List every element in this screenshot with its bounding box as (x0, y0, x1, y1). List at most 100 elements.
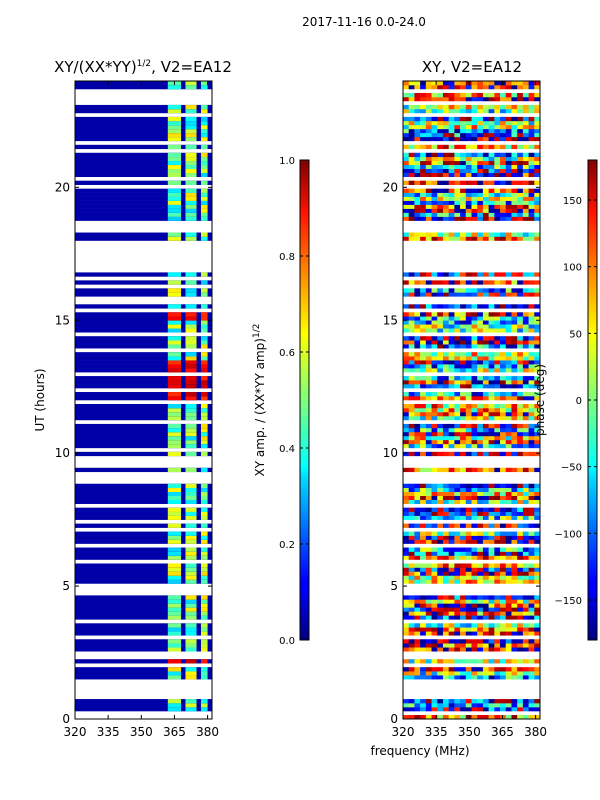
heatmap-cell (505, 168, 512, 174)
heatmap-cell (448, 599, 455, 604)
heatmap-cell (482, 443, 489, 449)
heatmap-cell (511, 81, 518, 86)
heatmap-cell (185, 152, 197, 158)
heatmap-cell (505, 535, 512, 540)
heatmap-row (75, 499, 212, 504)
heatmap-cell (488, 595, 495, 600)
heatmap-cell (482, 172, 489, 177)
heatmap-cell (477, 316, 484, 321)
heatmap-cell (511, 312, 518, 317)
heatmap-cell (454, 132, 461, 138)
heatmap-cell (200, 216, 208, 221)
heatmap-cell (448, 483, 455, 489)
heatmap-cell (448, 104, 455, 110)
heatmap-cell (477, 328, 484, 333)
heatmap-cell (420, 328, 427, 333)
heatmap-cell (482, 423, 489, 429)
heatmap-cell (522, 180, 529, 185)
heatmap-cell (403, 328, 410, 333)
heatmap-cell (460, 491, 467, 496)
heatmap-cell (403, 515, 410, 520)
heatmap-cell (408, 392, 415, 397)
heatmap-cell (431, 132, 438, 138)
heatmap-cell (437, 312, 444, 317)
heatmap-cell (505, 304, 512, 309)
heatmap-cell (403, 92, 410, 98)
heatmap-cell (448, 707, 455, 712)
heatmap-row (75, 352, 212, 357)
heatmap-cell (408, 120, 415, 126)
heatmap-cell (517, 156, 524, 162)
heatmap-cell (200, 483, 208, 489)
heatmap-cell (517, 607, 524, 612)
heatmap-cell (420, 160, 427, 166)
heatmap-cell (471, 535, 478, 540)
heatmap-cell (500, 667, 507, 672)
heatmap-cell (420, 623, 427, 628)
heatmap-cell (511, 423, 518, 429)
heatmap-cell (167, 647, 182, 652)
heatmap-cell (425, 144, 432, 150)
heatmap-cell (200, 392, 208, 397)
heatmap-cell (448, 659, 455, 664)
heatmap-cell (477, 312, 484, 317)
heatmap-cell (465, 511, 472, 516)
heatmap-cell (465, 671, 472, 676)
heatmap-cell (420, 407, 427, 413)
heatmap-cell (522, 699, 529, 704)
heatmap-cell (505, 551, 512, 556)
heatmap-cell (528, 136, 535, 142)
heatmap-cell (534, 124, 540, 130)
heatmap-cell (431, 607, 438, 612)
heatmap-cell (465, 320, 472, 325)
heatmap-cell (454, 304, 461, 309)
heatmap-cell (425, 360, 432, 365)
heatmap-cell (488, 232, 495, 237)
heatmap-cell (408, 523, 415, 528)
heatmap-cell (482, 356, 489, 361)
heatmap-cell (200, 380, 208, 385)
heatmap-cell (425, 376, 432, 381)
heatmap-cell (442, 368, 449, 373)
heatmap-cell (454, 108, 461, 114)
y-tick-label: 5 (62, 579, 70, 593)
heatmap-cell (448, 623, 455, 628)
heatmap-cell (528, 603, 535, 608)
heatmap-cell (200, 707, 208, 712)
heatmap-cell (185, 611, 197, 616)
heatmap-cell (431, 599, 438, 604)
heatmap-cell (494, 539, 501, 544)
heatmap-cell (200, 535, 208, 540)
heatmap-cell (482, 627, 489, 632)
heatmap-cell (494, 607, 501, 612)
heatmap-cell (185, 571, 197, 576)
heatmap-cell (465, 180, 472, 185)
heatmap-cell (500, 671, 507, 676)
heatmap-cell (477, 707, 484, 712)
heatmap-cell (528, 376, 535, 381)
heatmap-cell (511, 507, 518, 512)
heatmap-cell (528, 539, 535, 544)
heatmap-cell (500, 376, 507, 381)
heatmap-cell (442, 164, 449, 170)
heatmap-cell (425, 631, 432, 636)
heatmap-cell (420, 491, 427, 496)
heatmap-cell (528, 491, 535, 496)
heatmap-cell (511, 571, 518, 576)
heatmap-cell (185, 376, 197, 381)
heatmap-cell (505, 407, 512, 413)
heatmap-cell (517, 180, 524, 185)
heatmap-cell (408, 467, 415, 473)
heatmap-cell (482, 431, 489, 437)
heatmap-cell (448, 92, 455, 98)
heatmap-row (75, 364, 212, 369)
heatmap-cell (167, 384, 182, 389)
heatmap-cell (437, 108, 444, 114)
heatmap-cell (482, 539, 489, 544)
heatmap-cell (482, 487, 489, 493)
heatmap-cell (431, 495, 438, 500)
heatmap-cell (460, 627, 467, 632)
heatmap-cell (403, 511, 410, 516)
heatmap-cell (465, 168, 472, 174)
heatmap-cell (500, 707, 507, 712)
